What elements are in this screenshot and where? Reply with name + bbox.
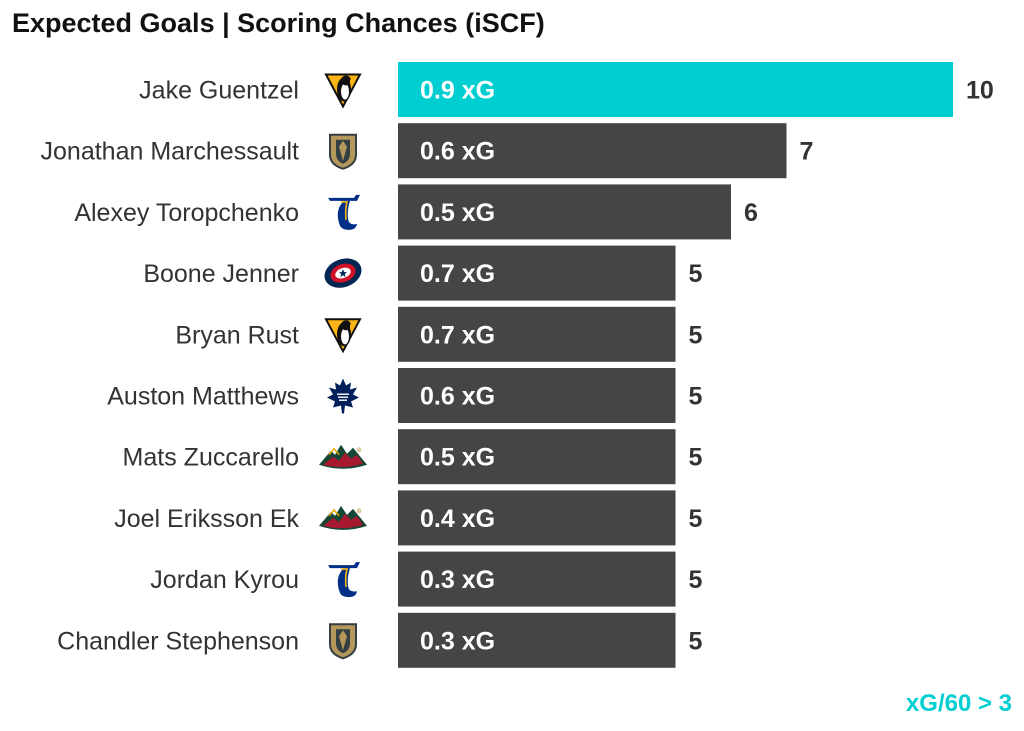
chart-title: Expected Goals | Scoring Chances (iSCF) <box>12 8 545 38</box>
bar-xg-label: 0.6 xG <box>420 138 495 166</box>
penguins-logo-icon <box>324 73 362 109</box>
footnote: xG/60 > 3 <box>905 690 1012 717</box>
bar-xg-label: 0.3 xG <box>420 566 495 594</box>
player-label: Joel Eriksson Ek <box>114 505 299 533</box>
bar-xg-label: 0.5 xG <box>420 199 495 227</box>
bar <box>398 184 731 240</box>
bar-value-label: 6 <box>744 199 758 227</box>
bar <box>398 306 676 362</box>
bar-value-label: 5 <box>689 383 703 411</box>
bar <box>398 612 676 668</box>
bar <box>398 62 953 117</box>
player-label: Chandler Stephenson <box>57 627 299 655</box>
bar-value-label: 5 <box>689 505 703 533</box>
bar-value-label: 7 <box>800 138 814 166</box>
bar-xg-label: 0.3 xG <box>420 627 495 655</box>
player-label: Mats Zuccarello <box>123 444 299 472</box>
wild-logo-icon <box>319 444 367 469</box>
blues-logo-icon <box>328 562 360 598</box>
bar-xg-label: 0.9 xG <box>420 77 495 105</box>
blue-jackets-logo-icon <box>324 258 362 288</box>
player-label: Auston Matthews <box>107 383 299 411</box>
player-label: Jake Guentzel <box>139 77 299 105</box>
bar-value-label: 5 <box>689 321 703 349</box>
player-label: Boone Jenner <box>143 260 299 288</box>
bar <box>398 368 676 423</box>
bar-value-label: 10 <box>966 77 994 105</box>
bar-value-label: 5 <box>689 627 703 655</box>
bar <box>398 123 787 179</box>
bar-xg-label: 0.7 xG <box>420 260 495 288</box>
maple-leafs-logo-icon <box>327 378 359 414</box>
player-label: Alexey Toropchenko <box>74 199 299 227</box>
bar-xg-label: 0.5 xG <box>420 444 495 472</box>
player-label: Bryan Rust <box>175 321 299 349</box>
bar-xg-label: 0.4 xG <box>420 505 495 533</box>
golden-knights-logo-icon <box>329 133 357 170</box>
blues-logo-icon <box>328 194 360 230</box>
bar-value-label: 5 <box>689 566 703 594</box>
bar <box>398 429 676 485</box>
bar-xg-label: 0.6 xG <box>420 383 495 411</box>
bar <box>398 551 676 607</box>
bar-xg-label: 0.7 xG <box>420 321 495 349</box>
player-label: Jordan Kyrou <box>150 566 299 594</box>
bar-value-label: 5 <box>689 444 703 472</box>
bar <box>398 245 676 301</box>
bar-value-label: 5 <box>689 260 703 288</box>
wild-logo-icon <box>319 505 367 530</box>
player-label: Jonathan Marchessault <box>41 138 300 166</box>
penguins-logo-icon <box>324 318 362 354</box>
golden-knights-logo-icon <box>329 623 357 660</box>
bar <box>398 490 676 546</box>
